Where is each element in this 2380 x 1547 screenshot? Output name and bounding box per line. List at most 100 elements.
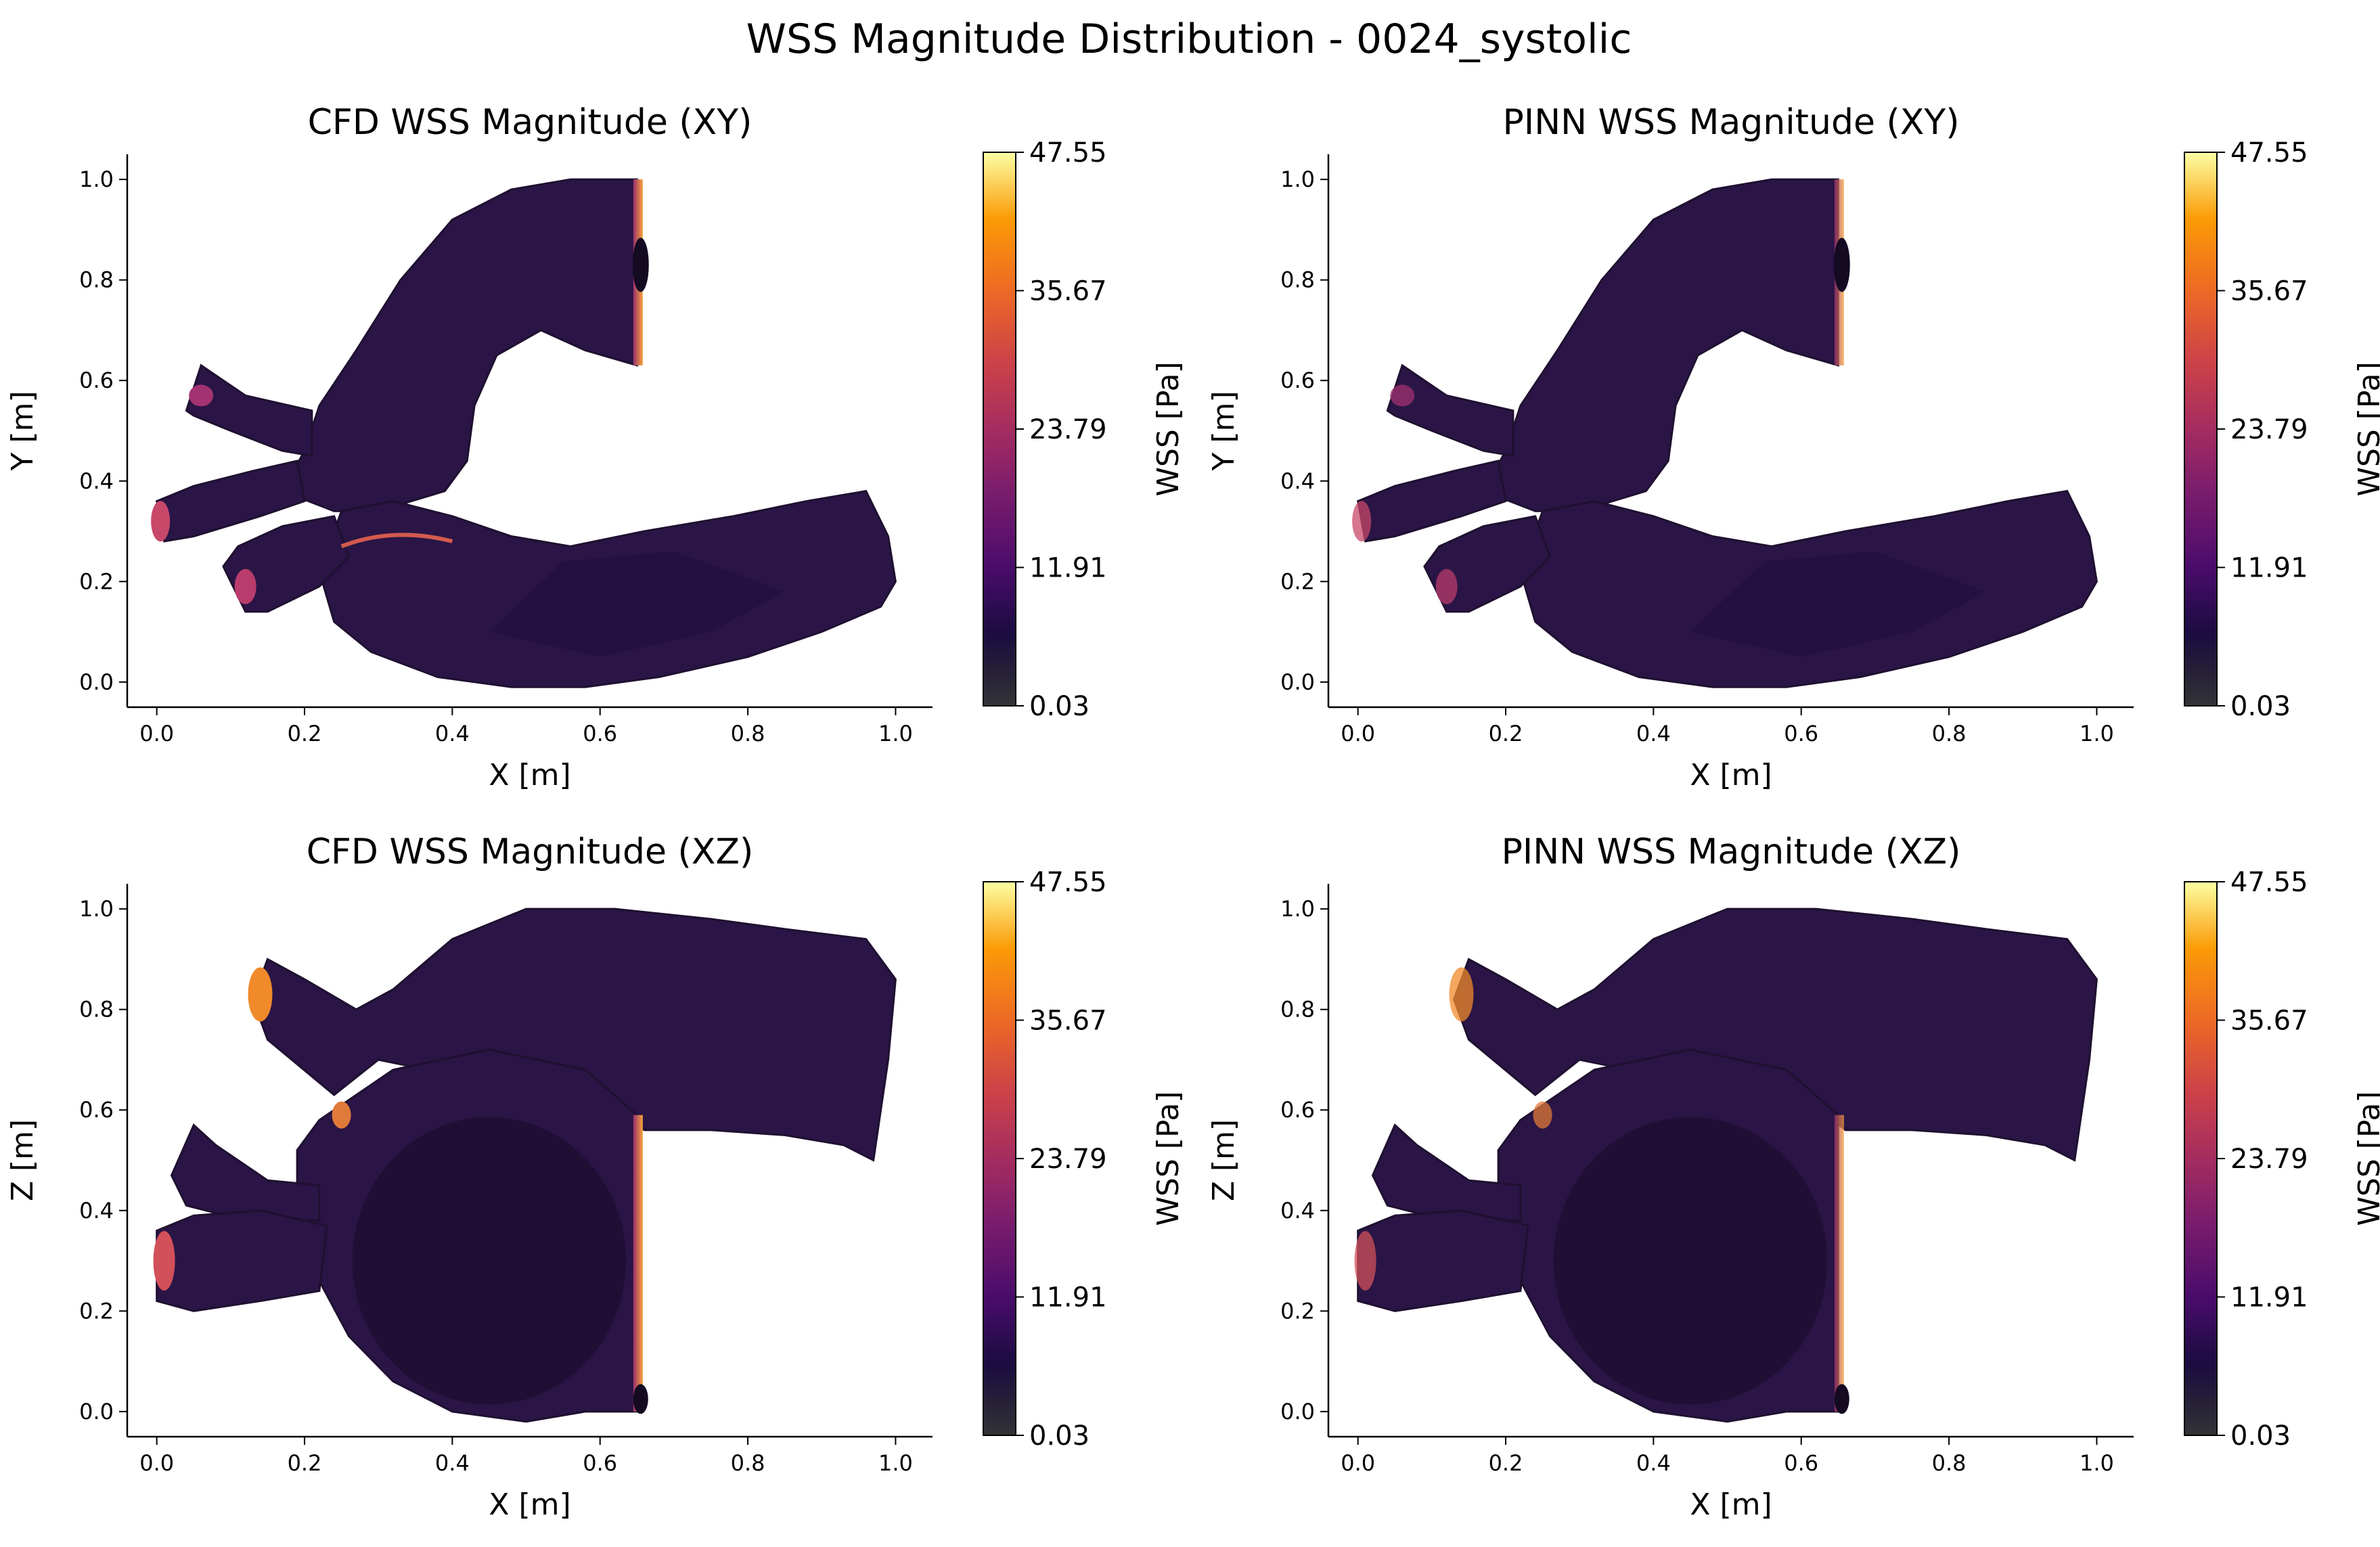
outlet-high-wss <box>633 1115 643 1412</box>
x-tick-label: 0.4 <box>435 721 470 746</box>
colorbar-tick-label: 0.03 <box>1029 691 1090 722</box>
inlet-high-wss <box>1354 1231 1376 1291</box>
colorbar-label: WSS [Pa] <box>2352 1091 2380 1226</box>
outlet-low-wss <box>1833 238 1850 292</box>
y-tick-label: 1.0 <box>79 166 114 192</box>
colorbar-tick-label: 47.55 <box>1029 137 1107 169</box>
x-tick-label: 0.4 <box>1636 721 1671 746</box>
y-tick-label: 0.0 <box>79 669 114 695</box>
x-tick-label: 0.8 <box>1932 1450 1967 1476</box>
outlet-low-wss <box>632 238 649 292</box>
x-tick-label: 0.4 <box>435 1450 470 1476</box>
x-axis-label: X [m] <box>1690 758 1772 792</box>
x-tick-label: 0.0 <box>139 1450 174 1476</box>
outlet-low-wss <box>1834 1384 1849 1414</box>
y-tick-label: 0.6 <box>1280 1097 1315 1123</box>
inlet-high-wss <box>1352 501 1372 542</box>
figure-title: WSS Magnitude Distribution - 0024_systol… <box>746 16 1632 63</box>
low-wss-region <box>489 551 785 657</box>
branch-high-wss <box>189 384 214 407</box>
inlet-high-wss <box>151 501 171 542</box>
x-tick-label: 0.6 <box>1784 1450 1818 1476</box>
colorbar-tick-label: 23.79 <box>1029 414 1107 445</box>
junction-high-wss <box>332 1101 351 1129</box>
colorbar-gradient <box>2184 152 2218 707</box>
inlet-high-wss <box>1435 568 1458 604</box>
y-tick-label: 1.0 <box>1280 166 1315 192</box>
colorbar-tick-label: 0.03 <box>1029 1420 1090 1452</box>
colorbar: 0.03 11.91 23.79 35.67 47.55 WSS [Pa] <box>983 867 1186 1452</box>
panel-2: PINN WSS Magnitude (XY) 0.0 0.2 0.4 0.6 0.8 1.… <box>1207 102 2380 792</box>
vessel-region-aorta <box>1482 178 1839 512</box>
vessel-region-br1 <box>1371 1123 1522 1222</box>
x-tick-label: 1.0 <box>2080 721 2114 746</box>
y-tick-label: 0.8 <box>79 997 114 1023</box>
colorbar-tick-label: 11.91 <box>1029 1282 1107 1314</box>
x-tick-label: 0.2 <box>288 1450 322 1476</box>
x-axis-label: X [m] <box>489 758 570 792</box>
y-tick-label: 1.0 <box>1280 896 1315 922</box>
x-tick-label: 0.6 <box>1784 721 1818 746</box>
vessel-region-br2 <box>1357 1209 1529 1312</box>
x-tick-label: 1.0 <box>2080 1450 2114 1476</box>
colorbar-tick-label: 23.79 <box>2230 414 2308 445</box>
colorbar: 0.03 11.91 23.79 35.67 47.55 WSS [Pa] <box>2184 867 2380 1452</box>
y-axis-label: Y [m] <box>5 390 40 471</box>
y-tick-label: 1.0 <box>79 896 114 922</box>
x-tick-label: 0.4 <box>1636 1450 1671 1476</box>
x-tick-label: 0.0 <box>139 721 174 746</box>
colorbar-label: WSS [Pa] <box>1151 1091 1186 1226</box>
colorbar-tick-label: 23.79 <box>1029 1144 1107 1175</box>
y-tick-label: 0.8 <box>79 267 114 293</box>
vessel-scatter <box>151 178 897 688</box>
x-tick-label: 0.6 <box>583 721 617 746</box>
colorbar-label: WSS [Pa] <box>1151 361 1186 496</box>
colorbar-tick-label: 35.67 <box>2230 276 2308 307</box>
panel-title: PINN WSS Magnitude (XZ) <box>1502 832 1961 872</box>
y-tick-label: 0.2 <box>1280 1298 1315 1324</box>
colorbar-tick-label: 11.91 <box>1029 553 1107 584</box>
vessel-region-br1 <box>1386 363 1514 457</box>
y-tick-label: 0.0 <box>1280 669 1315 695</box>
inlet-high-wss <box>153 1231 175 1291</box>
vessel-region-br1 <box>185 363 313 457</box>
y-tick-label: 0.4 <box>1280 468 1315 494</box>
vessel-region-br2 <box>156 1209 328 1312</box>
colorbar-tick-label: 11.91 <box>2230 553 2308 584</box>
junction-high-wss <box>1533 1101 1552 1129</box>
colorbar-tick-label: 35.67 <box>1029 1006 1107 1037</box>
low-wss-region <box>1690 551 1986 657</box>
colorbar-tick-label: 0.03 <box>2230 1420 2291 1452</box>
x-tick-label: 0.0 <box>1341 721 1375 746</box>
colorbar-tick-label: 35.67 <box>2230 1006 2308 1037</box>
colorbar-tick-label: 47.55 <box>1029 867 1107 898</box>
y-tick-label: 0.6 <box>1280 367 1315 393</box>
x-tick-label: 0.0 <box>1341 1450 1375 1476</box>
panel-title: CFD WSS Magnitude (XZ) <box>307 832 754 872</box>
y-tick-label: 0.4 <box>79 1198 114 1224</box>
colorbar: 0.03 11.91 23.79 35.67 47.55 WSS [Pa] <box>2184 137 2380 722</box>
vessel-scatter <box>153 907 897 1423</box>
vessel-scatter <box>1352 178 2098 688</box>
low-wss-region <box>352 1117 627 1405</box>
panel-4: PINN WSS Magnitude (XZ) 0.0 0.2 0.4 0.6 0.8 1.… <box>1207 832 2380 1522</box>
x-tick-label: 0.8 <box>1932 721 1967 746</box>
x-axis-label: X [m] <box>489 1487 570 1522</box>
y-tick-label: 0.2 <box>79 1298 114 1324</box>
branch-high-wss <box>1390 384 1415 407</box>
colorbar-tick-label: 35.67 <box>1029 276 1107 307</box>
y-axis-label: Z [m] <box>1207 1119 1241 1201</box>
colorbar-gradient <box>983 152 1016 707</box>
colorbar-tick-label: 47.55 <box>2230 867 2308 898</box>
y-tick-label: 0.4 <box>79 468 114 494</box>
branch-high-wss <box>1449 967 1474 1022</box>
x-tick-label: 0.8 <box>731 721 765 746</box>
vessel-scatter <box>1354 907 2098 1423</box>
vessel-region-aorta <box>281 178 638 512</box>
y-tick-label: 0.4 <box>1280 1198 1315 1224</box>
x-axis-label: X [m] <box>1690 1487 1772 1522</box>
y-axis-label: Z [m] <box>5 1119 40 1201</box>
y-tick-label: 0.8 <box>1280 997 1315 1023</box>
colorbar-gradient <box>2184 881 2218 1436</box>
colorbar-gradient <box>983 881 1016 1436</box>
